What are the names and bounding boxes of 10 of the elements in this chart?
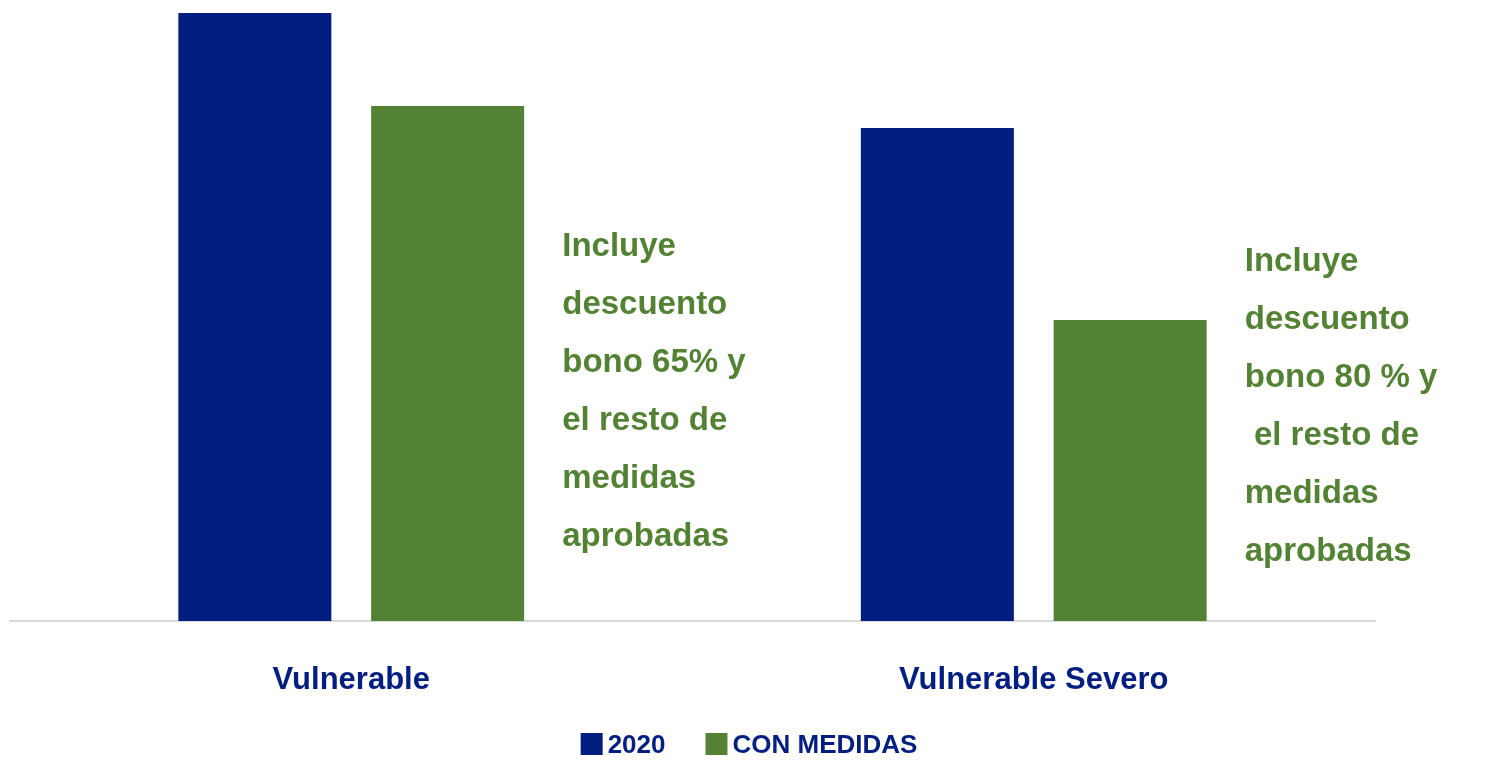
legend-label: 2020 [607, 729, 666, 759]
x-tick-label: Vulnerable [272, 661, 430, 696]
bar [860, 127, 1014, 621]
bar [178, 13, 332, 621]
bar [371, 106, 525, 621]
legend-label: CON MEDIDAS [732, 729, 918, 759]
x-tick-label: Vulnerable Severo [899, 661, 1169, 696]
annotation: Incluye descuento bono 80 % y el resto de medidas aprobadas [1244, 240, 1438, 568]
bar [1053, 320, 1207, 621]
annotation: Incluye descuento bono 65% y el resto de medidas aprobadas [562, 225, 755, 553]
